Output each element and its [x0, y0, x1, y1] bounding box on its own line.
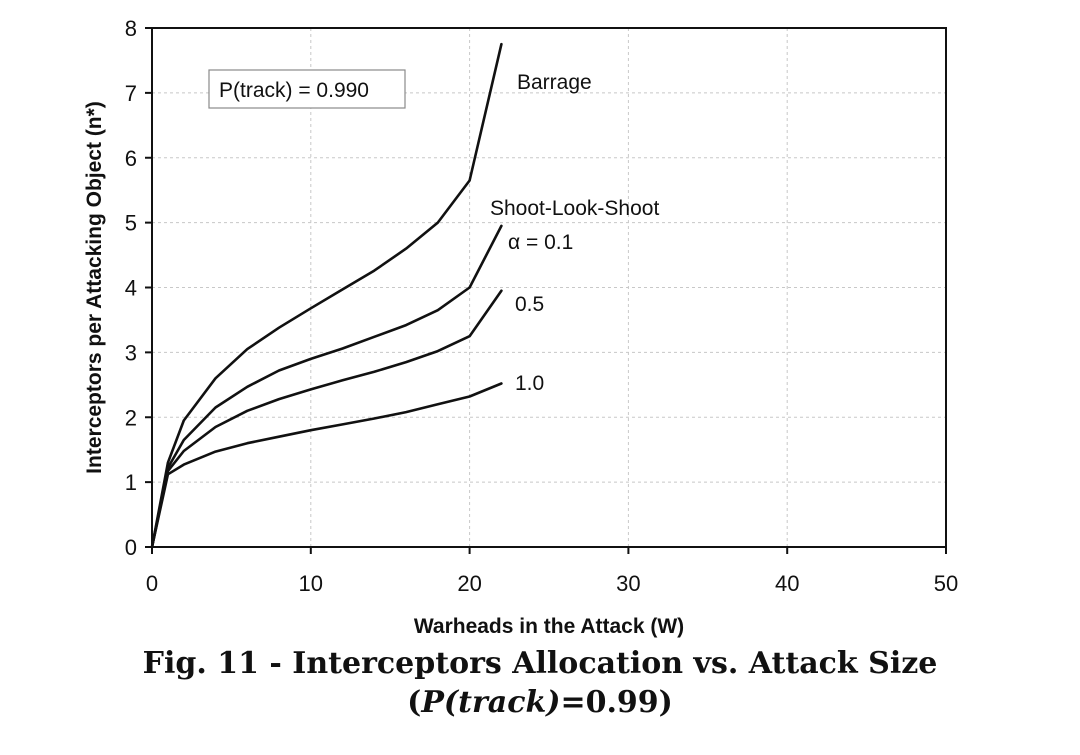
series-line-0 — [150, 42, 503, 549]
axis-ticks: 0 10 20 30 40 50 0 1 2 3 4 5 6 7 8 — [125, 16, 958, 596]
series-label-alpha-1-0: 1.0 — [515, 372, 544, 395]
y-tick-label: 6 — [125, 146, 137, 171]
y-tick-label: 3 — [125, 340, 137, 365]
series-layer — [150, 42, 503, 549]
figure-caption-line-2: (P(track)=0.99) — [0, 685, 1080, 721]
series-label-barrage: Barrage — [517, 71, 592, 94]
caption-open-paren: ( — [407, 685, 422, 720]
y-tick-label: 1 — [125, 470, 137, 495]
x-tick-label: 30 — [616, 571, 640, 596]
x-tick-label: 10 — [299, 571, 323, 596]
series-line-3 — [150, 382, 503, 549]
x-tick-label: 40 — [775, 571, 799, 596]
y-tick-label: 4 — [125, 276, 137, 301]
y-tick-label: 7 — [125, 81, 137, 106]
x-tick-label: 50 — [934, 571, 958, 596]
inset-annotation-box — [208, 69, 406, 109]
series-label-alpha-0-5: 0.5 — [515, 293, 544, 316]
caption-rest: =0.99) — [560, 685, 673, 720]
caption-italic-ptrack: P(track) — [421, 685, 561, 720]
y-axis-title: Interceptors per Attacking Object (n*) — [83, 101, 106, 474]
series-line-2 — [150, 289, 503, 549]
series-label-alpha-0-1: α = 0.1 — [508, 231, 573, 254]
y-tick-label: 8 — [125, 16, 137, 41]
x-tick-label: 20 — [457, 571, 481, 596]
y-tick-label: 0 — [125, 535, 137, 560]
line-chart: 0 10 20 30 40 50 0 1 2 3 4 5 6 7 8 Warheads in the Att… — [83, 16, 958, 638]
y-tick-label: 5 — [125, 211, 137, 236]
y-tick-label: 2 — [125, 405, 137, 430]
inset-annotation-text: P(track) = 0.990 — [219, 79, 369, 102]
figure-caption-line-1: Fig. 11 - Interceptors Allocation vs. At… — [142, 646, 938, 681]
series-line-1 — [150, 224, 503, 549]
x-tick-label: 0 — [146, 571, 158, 596]
inset-annotation: P(track) = 0.990 — [208, 69, 406, 109]
x-axis-title: Warheads in the Attack (W) — [414, 615, 684, 638]
group-label-shoot-look-shoot: Shoot-Look-Shoot — [490, 197, 659, 220]
